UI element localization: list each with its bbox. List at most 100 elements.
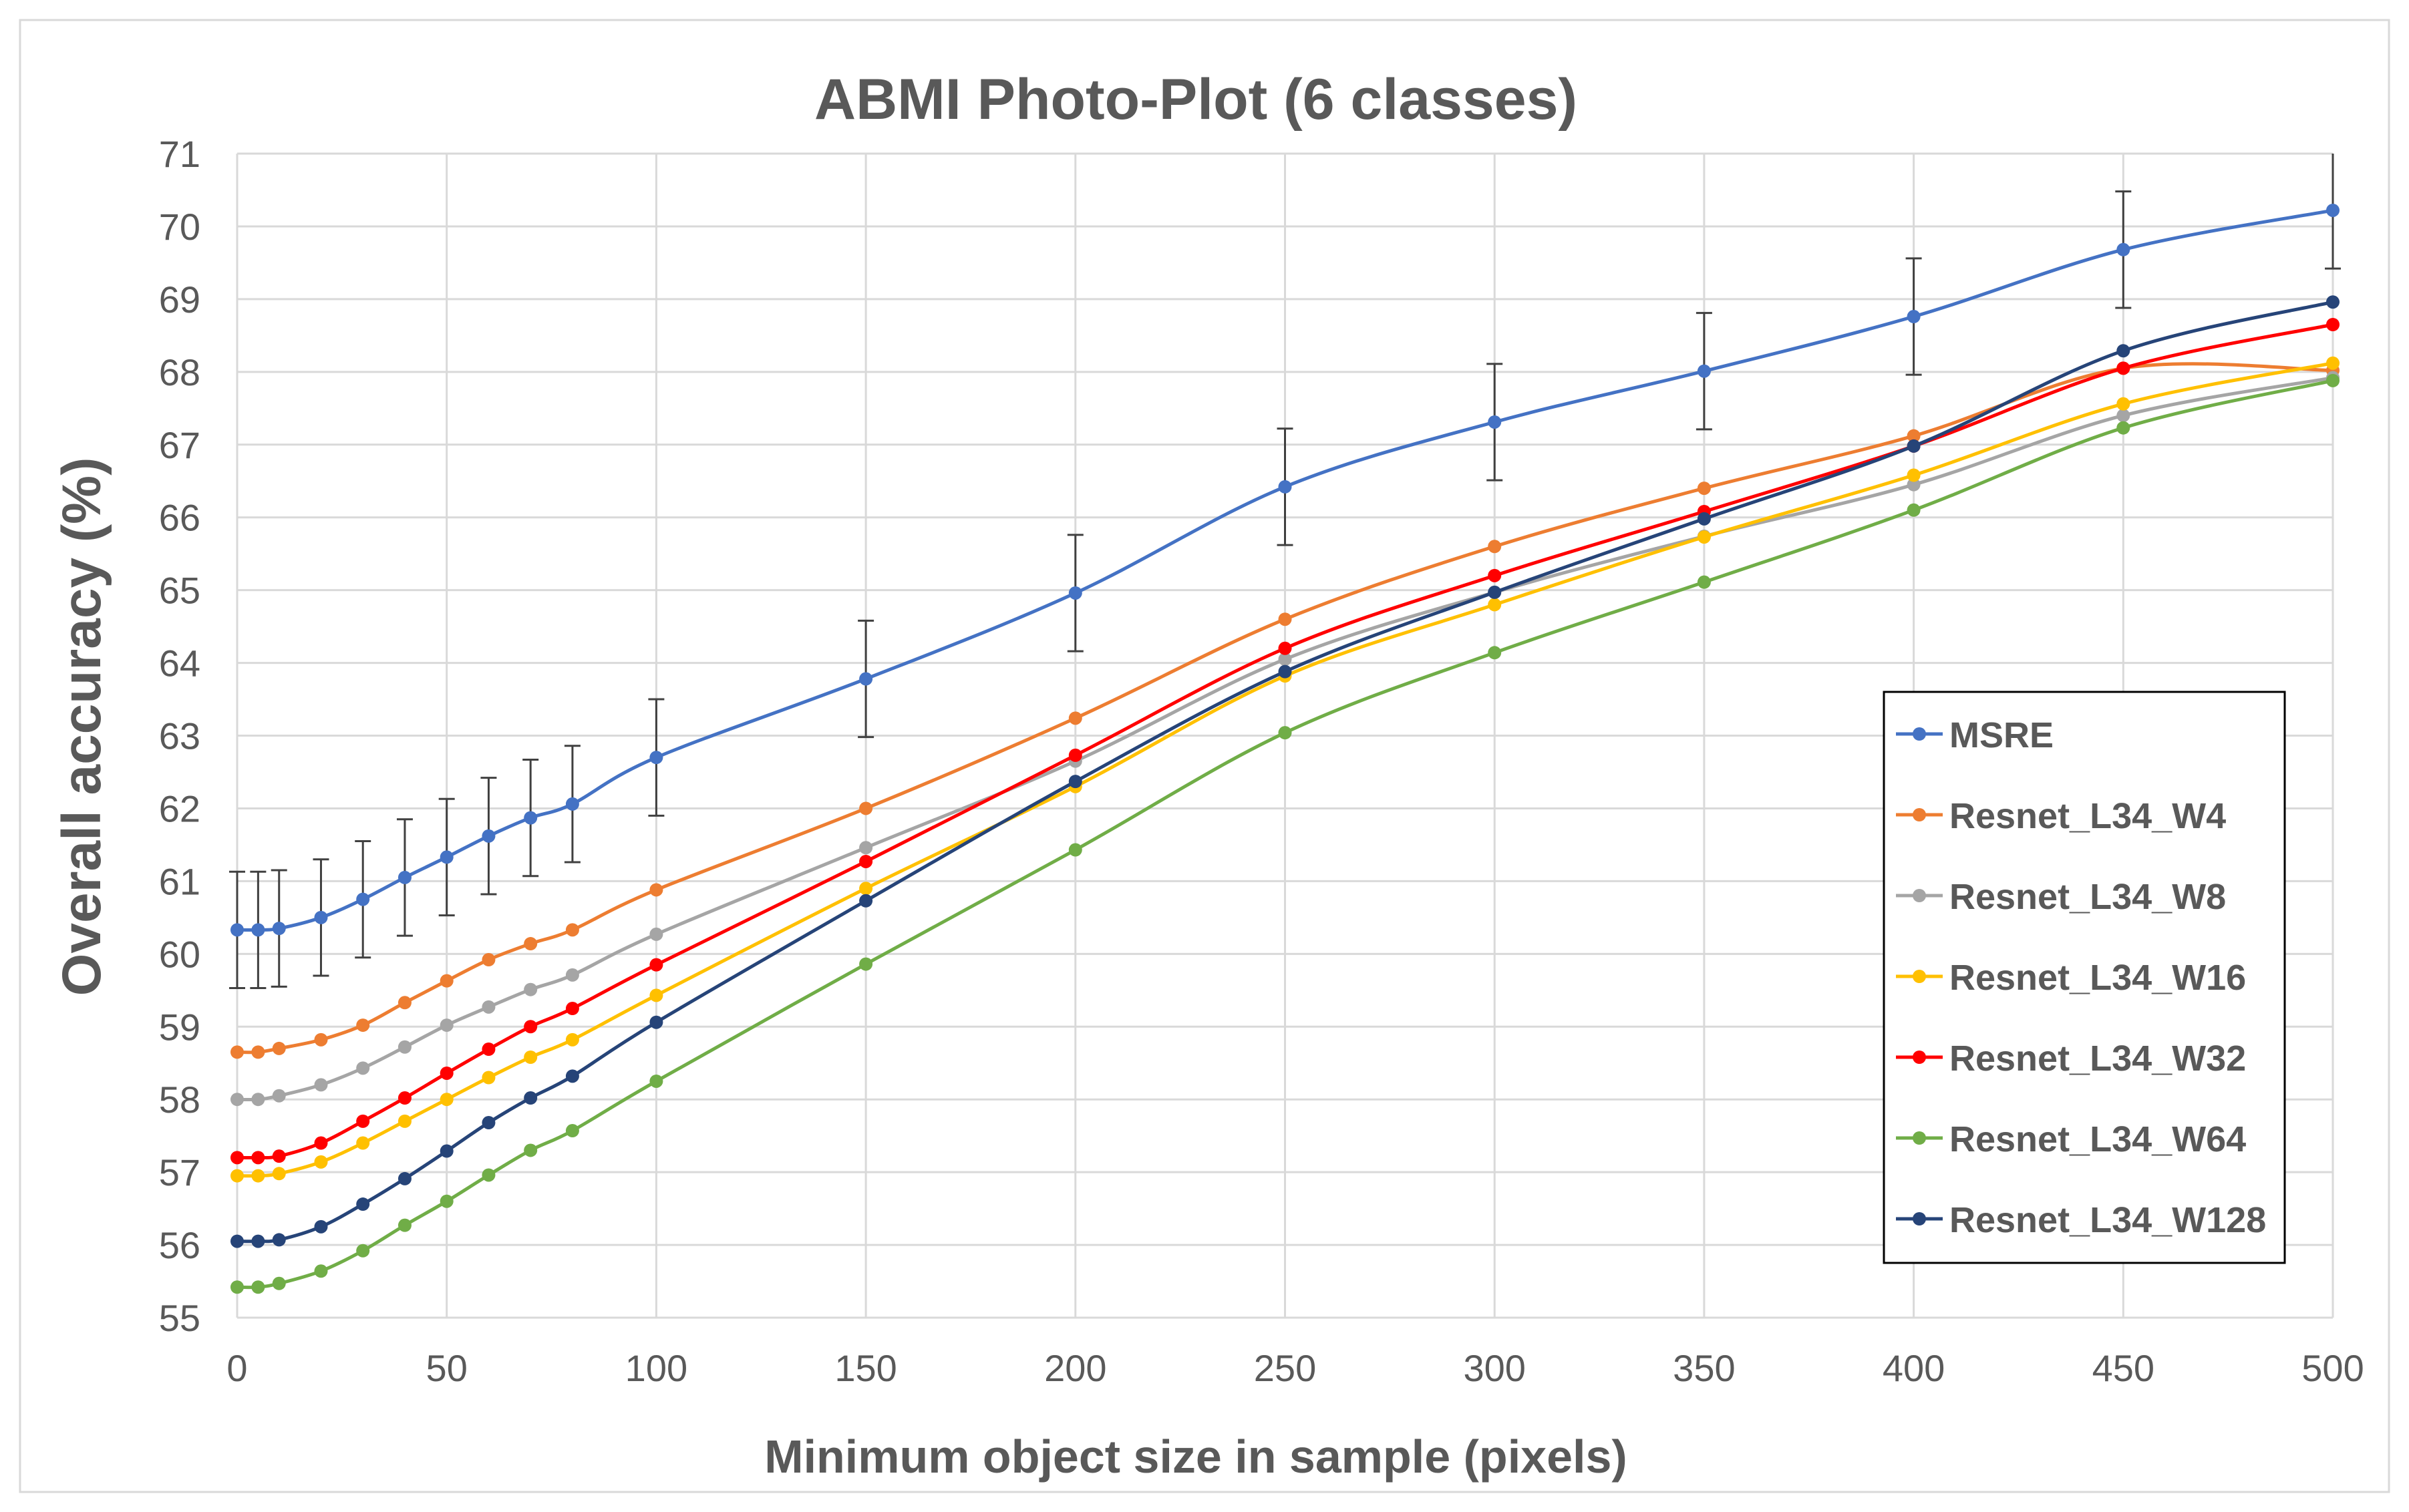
data-point xyxy=(356,1061,370,1075)
data-point xyxy=(1488,598,1502,612)
legend-label: Resnet_L34_W16 xyxy=(1949,958,2246,998)
data-point xyxy=(1907,310,1921,324)
legend-marker xyxy=(1913,1051,1926,1064)
data-point xyxy=(565,968,579,982)
data-point xyxy=(524,811,538,825)
data-point xyxy=(440,1093,454,1107)
data-point xyxy=(565,1124,579,1138)
y-tick-label: 63 xyxy=(159,715,200,757)
data-point xyxy=(1488,568,1502,582)
data-point xyxy=(482,1000,496,1014)
data-point xyxy=(251,1151,265,1165)
x-tick-label: 150 xyxy=(834,1347,897,1389)
series-line xyxy=(236,379,2334,1290)
data-point xyxy=(356,1018,370,1032)
x-tick-label: 350 xyxy=(1673,1347,1735,1389)
data-point xyxy=(1488,415,1502,429)
data-point xyxy=(1697,512,1711,526)
y-tick-label: 71 xyxy=(159,133,200,175)
data-point xyxy=(1488,585,1502,599)
legend-label: Resnet_L34_W32 xyxy=(1949,1038,2246,1079)
legend-item: Resnet_L34_W16 xyxy=(1896,958,2246,998)
data-point xyxy=(565,797,579,811)
y-tick-label: 66 xyxy=(159,497,200,539)
data-point xyxy=(356,1136,370,1150)
legend: MSRE Resnet_L34_W4 Resnet_L34_W8 Resnet_L34… xyxy=(1883,691,2286,1264)
data-point xyxy=(230,1280,244,1294)
legend-marker xyxy=(1913,970,1926,983)
data-point xyxy=(272,1276,286,1290)
data-point xyxy=(1278,612,1292,626)
x-tick-label: 250 xyxy=(1254,1347,1316,1389)
data-point xyxy=(356,1197,370,1211)
data-point xyxy=(1907,439,1921,453)
series-msre xyxy=(230,203,2340,937)
series-resnet_l34_w128 xyxy=(230,295,2340,1248)
x-axis-ticks: 0 50 100 150 200 250 300 350 400 450 500 xyxy=(226,1347,2364,1389)
data-point xyxy=(1907,468,1921,482)
data-point xyxy=(230,1151,244,1165)
data-point xyxy=(2116,361,2130,375)
data-point xyxy=(524,937,538,951)
x-tick-label: 0 xyxy=(226,1347,247,1389)
data-point xyxy=(1278,726,1292,740)
x-tick-label: 400 xyxy=(1883,1347,1945,1389)
legend-label: Resnet_L34_W8 xyxy=(1949,877,2226,917)
data-point xyxy=(440,1194,454,1208)
x-axis-label: Minimum object size in sample (pixels) xyxy=(764,1431,1627,1483)
data-point xyxy=(524,1143,538,1157)
x-tick-label: 300 xyxy=(1463,1347,1525,1389)
y-tick-label: 65 xyxy=(159,570,200,612)
y-tick-label: 64 xyxy=(159,642,200,685)
series-line xyxy=(236,376,2334,1102)
data-point xyxy=(859,801,873,815)
data-point xyxy=(1697,530,1711,544)
series-line xyxy=(236,362,2334,1055)
data-point xyxy=(272,1149,286,1163)
data-point xyxy=(1278,665,1292,679)
data-point xyxy=(649,1074,663,1088)
data-point xyxy=(482,1168,496,1182)
data-point xyxy=(565,1002,579,1016)
data-point xyxy=(314,1264,328,1278)
x-tick-label: 500 xyxy=(2301,1347,2364,1389)
data-point xyxy=(397,1091,412,1105)
data-point xyxy=(649,751,663,765)
data-point xyxy=(230,1234,244,1248)
legend-item: Resnet_L34_W8 xyxy=(1896,877,2226,917)
series-resnet_l34_w4 xyxy=(230,361,2340,1059)
data-point xyxy=(2116,409,2130,423)
legend-label: Resnet_L34_W4 xyxy=(1949,796,2226,836)
data-point xyxy=(314,1136,328,1150)
data-point xyxy=(482,1043,496,1057)
data-point xyxy=(251,1045,265,1059)
data-point xyxy=(314,1078,328,1092)
data-point xyxy=(251,1169,265,1183)
data-point xyxy=(649,958,663,972)
legend-item: MSRE xyxy=(1896,715,2054,755)
y-tick-label: 55 xyxy=(159,1297,200,1339)
y-tick-label: 69 xyxy=(159,278,200,321)
legend-label: Resnet_L34_W64 xyxy=(1949,1119,2246,1159)
y-tick-label: 68 xyxy=(159,351,200,393)
data-point xyxy=(2326,373,2340,387)
series-line xyxy=(236,361,2334,1178)
data-point xyxy=(397,996,412,1010)
data-point xyxy=(1907,503,1921,517)
legend-marker xyxy=(1913,1131,1926,1145)
data-point xyxy=(440,850,454,864)
data-point xyxy=(1488,540,1502,554)
data-point xyxy=(397,1218,412,1232)
data-point xyxy=(2116,242,2130,256)
x-tick-label: 450 xyxy=(2092,1347,2154,1389)
legend-box xyxy=(1883,691,2286,1264)
data-point xyxy=(524,1091,538,1105)
data-point xyxy=(230,1093,244,1107)
data-point xyxy=(251,1234,265,1248)
y-tick-label: 58 xyxy=(159,1079,200,1121)
data-point xyxy=(2116,421,2130,435)
series-line xyxy=(236,300,2334,1244)
data-point xyxy=(440,1066,454,1080)
data-point xyxy=(2326,318,2340,332)
